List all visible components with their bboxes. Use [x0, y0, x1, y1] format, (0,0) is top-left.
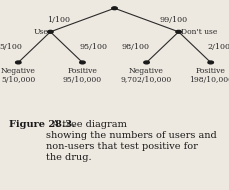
Text: 5/100: 5/100 — [0, 43, 22, 51]
Text: Positive
198/10,000: Positive 198/10,000 — [189, 66, 229, 84]
Text: 1/100: 1/100 — [47, 16, 70, 24]
Circle shape — [208, 61, 213, 64]
Text: A tree diagram
showing the numbers of users and
non-users that test positive for: A tree diagram showing the numbers of us… — [46, 120, 217, 162]
Text: 95/100: 95/100 — [79, 43, 107, 51]
Circle shape — [176, 30, 181, 33]
Text: Negative
5/10,000: Negative 5/10,000 — [1, 66, 36, 84]
Text: 2/100: 2/100 — [207, 43, 229, 51]
Circle shape — [144, 61, 149, 64]
Text: Use: Use — [33, 28, 48, 36]
Text: Positive
95/10,000: Positive 95/10,000 — [63, 66, 102, 84]
Circle shape — [80, 61, 85, 64]
Text: 98/100: 98/100 — [122, 43, 150, 51]
Circle shape — [48, 30, 53, 33]
Text: Don't use: Don't use — [181, 28, 217, 36]
Text: Negative
9,702/10,000: Negative 9,702/10,000 — [121, 66, 172, 84]
Text: Figure 28.3.: Figure 28.3. — [9, 120, 75, 129]
Circle shape — [16, 61, 21, 64]
Circle shape — [112, 7, 117, 10]
Text: 99/100: 99/100 — [159, 16, 187, 24]
